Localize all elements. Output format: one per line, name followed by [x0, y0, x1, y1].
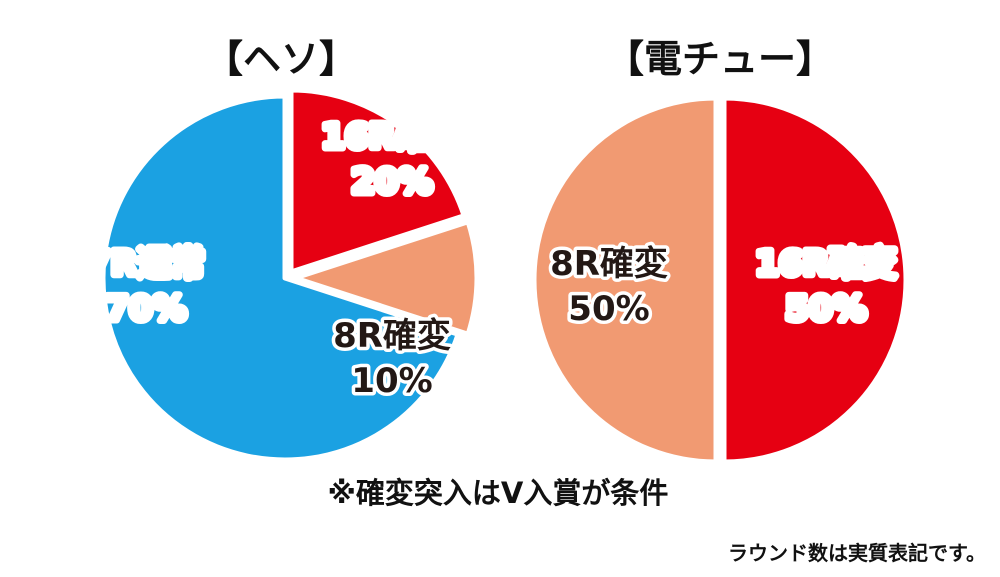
round-footnote: ラウンド数は実質表記です。 — [728, 541, 986, 565]
slice-percent: 50% — [785, 289, 866, 329]
heso-chart-title: 【ヘソ】 — [204, 37, 358, 81]
slice-percent: 10% — [351, 361, 432, 401]
slice-label: 8R確変 — [333, 316, 451, 356]
pie-slice — [721, 95, 909, 465]
slice-label: 16R確変 — [755, 244, 897, 284]
denchu-chart-title: 【電チュー】 — [605, 37, 835, 81]
slice-label: 7R通常 — [87, 244, 205, 284]
pie-slice — [531, 95, 719, 465]
slice-percent: 50% — [568, 289, 649, 329]
pie-slice — [100, 93, 461, 463]
pie-slice — [288, 87, 467, 275]
slice-percent: 70% — [105, 289, 186, 329]
slice-label: 16R確変 — [321, 117, 463, 157]
condition-note: ※確変突入はV入賞が条件 — [327, 476, 669, 510]
pie-chart-heso: 16R確変 20% 8R確変 10% 7R通常 70% — [84, 87, 480, 463]
slice-label: 8R確変 — [550, 244, 668, 284]
pie-chart-denchu: 16R確変 50% 8R確変 50% — [531, 95, 909, 465]
pie-slice — [292, 219, 480, 337]
slice-percent: 20% — [351, 162, 432, 202]
